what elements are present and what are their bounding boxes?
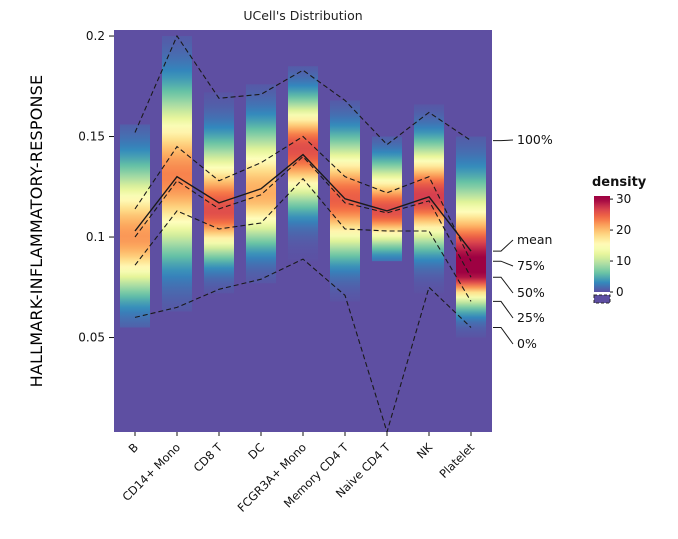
density-strip-cd14-mono	[162, 36, 192, 312]
annotation-leader-75pct	[493, 260, 514, 267]
legend-colorbar	[594, 196, 610, 292]
annotation-leader-100pct	[493, 139, 514, 142]
annotation-leader-mean	[493, 239, 514, 252]
y-tick-label: 0.15	[78, 130, 105, 144]
annotation-label-0pct: 0%	[517, 336, 537, 351]
legend-tick-label: 30	[616, 192, 631, 206]
series-line-25pct	[134, 177, 472, 302]
series-line-75pct	[134, 135, 472, 262]
density-strip-memory-cd4-t	[330, 100, 360, 302]
x-category-label: DC	[245, 440, 267, 462]
series-line-50pct	[134, 155, 472, 278]
legend-tick-label: 0	[616, 285, 624, 299]
annotation-leader-50pct	[493, 276, 514, 294]
series-line-0pct	[134, 258, 472, 434]
chart-title: UCell's Distribution	[243, 8, 363, 23]
x-category-label: CD8 T	[191, 440, 226, 475]
series-line-mean	[134, 153, 472, 252]
x-category-label: NK	[414, 440, 436, 462]
y-tick-label: 0.2	[86, 29, 105, 43]
annotation-leader-0pct	[493, 327, 514, 345]
density-strip-naive-cd4-t	[372, 136, 402, 262]
density-strip-dc	[246, 84, 276, 284]
density-strip-fcgr3a-mono	[288, 66, 318, 262]
legend-tick-label: 10	[616, 254, 631, 268]
series-line-100pct	[134, 34, 472, 146]
density-strip-cd8-t	[204, 92, 234, 294]
legend-zero-key	[593, 294, 611, 304]
legend-title: density	[592, 175, 647, 190]
density-strip-b	[120, 124, 150, 328]
legend-tick-label: 20	[616, 223, 631, 237]
annotation-label-100pct: 100%	[517, 132, 553, 147]
annotation-leader-25pct	[493, 300, 514, 319]
density-strip-nk	[414, 104, 444, 294]
annotation-label-mean: mean	[517, 232, 552, 247]
x-category-label: B	[126, 440, 142, 456]
y-axis-label: HALLMARK-INFLAMMATORY-RESPONSE	[27, 74, 46, 388]
x-category-label: Platelet	[436, 440, 477, 481]
y-tick-label: 0.05	[78, 331, 105, 345]
annotation-label-50pct: 50%	[517, 285, 545, 300]
annotation-label-75pct: 75%	[517, 258, 545, 273]
annotation-label-25pct: 25%	[517, 310, 545, 325]
y-tick-label: 0.1	[86, 230, 105, 244]
